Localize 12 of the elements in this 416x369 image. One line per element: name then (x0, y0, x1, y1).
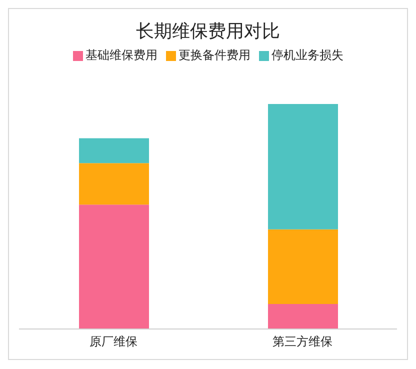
bar (79, 204, 149, 329)
bar (268, 104, 338, 230)
legend-label: 更换备件费用 (178, 47, 250, 64)
bar (268, 304, 338, 329)
bar (79, 163, 149, 205)
bar (79, 138, 149, 164)
bar (268, 229, 338, 304)
legend-label: 基础维保费用 (84, 47, 158, 64)
x-tick-label: 原厂维保 (90, 334, 138, 349)
legend-label: 停机业务损失 (270, 47, 344, 64)
x-tick-label: 第三方维保 (272, 334, 332, 349)
chart-title: 长期维保费用对比 (135, 20, 281, 44)
